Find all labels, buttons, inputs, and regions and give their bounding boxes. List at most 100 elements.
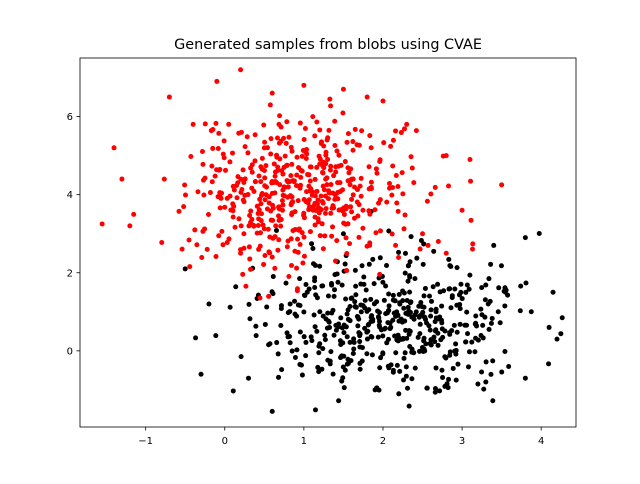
data-point (447, 263, 453, 269)
data-point (495, 309, 501, 315)
data-point (344, 334, 350, 340)
data-point (348, 358, 354, 364)
data-point (301, 253, 307, 259)
data-point (343, 235, 349, 241)
data-point (479, 369, 485, 375)
data-point (327, 167, 333, 173)
y-tick-label: 4 (67, 190, 73, 201)
data-point (359, 263, 365, 269)
data-point (421, 335, 427, 341)
data-point (238, 223, 244, 229)
axes-layer: −1 0 1 2 3 4 0 2 4 6 (67, 57, 577, 447)
data-point (310, 246, 316, 252)
data-point (323, 206, 329, 212)
data-point (480, 322, 486, 328)
data-point (312, 275, 318, 281)
data-point (411, 180, 417, 186)
data-point (340, 340, 346, 346)
data-point (383, 311, 389, 317)
data-point (227, 159, 233, 165)
data-point (357, 331, 363, 337)
data-point (277, 113, 283, 119)
data-point (473, 320, 479, 326)
data-point (366, 261, 372, 267)
data-point (313, 292, 319, 298)
data-point (243, 283, 249, 289)
data-point (432, 184, 438, 190)
data-point (339, 378, 345, 384)
data-point (332, 118, 338, 124)
data-point (275, 351, 281, 357)
data-point (285, 184, 291, 190)
data-point (246, 244, 252, 250)
data-point (192, 227, 198, 233)
data-point (430, 284, 436, 290)
data-point (320, 346, 326, 352)
data-point (367, 133, 373, 139)
data-point (452, 348, 458, 354)
data-point (384, 199, 390, 205)
data-point (246, 301, 252, 307)
data-point (328, 210, 334, 216)
data-point (488, 371, 494, 377)
data-point (428, 298, 434, 304)
data-point (352, 267, 358, 273)
data-point (263, 163, 269, 169)
data-point (488, 320, 494, 326)
data-point (350, 192, 356, 198)
data-point (463, 289, 469, 295)
data-point (327, 96, 333, 102)
data-point (344, 268, 350, 274)
data-point (362, 325, 368, 331)
data-point (356, 142, 362, 148)
data-point (272, 173, 278, 179)
data-point (269, 180, 275, 186)
data-point (439, 367, 445, 373)
data-point (433, 306, 439, 312)
data-point (452, 286, 458, 292)
data-point (373, 230, 379, 236)
data-point (306, 183, 312, 189)
data-point (312, 222, 318, 228)
data-point (546, 361, 552, 367)
data-point (328, 349, 334, 355)
data-point (295, 198, 301, 204)
data-point (326, 190, 332, 196)
data-point (308, 164, 314, 170)
data-point (181, 204, 187, 210)
data-point (278, 124, 284, 130)
data-point (224, 239, 230, 245)
data-point (312, 193, 318, 199)
data-point (401, 377, 407, 383)
data-point (446, 286, 452, 292)
data-point (400, 191, 406, 197)
data-point (228, 207, 234, 213)
axes-frame (79, 57, 577, 428)
data-point (446, 183, 452, 189)
data-point (213, 333, 219, 339)
data-point (351, 346, 357, 352)
data-point (409, 346, 415, 352)
data-point (380, 98, 386, 104)
data-point (485, 301, 491, 307)
data-point (367, 242, 373, 248)
data-point (355, 213, 361, 219)
data-point (238, 67, 244, 73)
data-point (435, 239, 441, 245)
data-point (478, 332, 484, 338)
data-point (323, 161, 329, 167)
data-point (328, 103, 334, 109)
data-point (257, 196, 263, 202)
data-point (376, 322, 382, 328)
data-point (279, 198, 285, 204)
data-point (393, 350, 399, 356)
data-point (276, 374, 282, 380)
data-point (465, 364, 471, 370)
data-point (294, 286, 300, 292)
data-point (288, 236, 294, 242)
data-point (194, 242, 200, 248)
data-point (299, 230, 305, 236)
data-point (217, 205, 223, 211)
data-point (301, 234, 307, 240)
